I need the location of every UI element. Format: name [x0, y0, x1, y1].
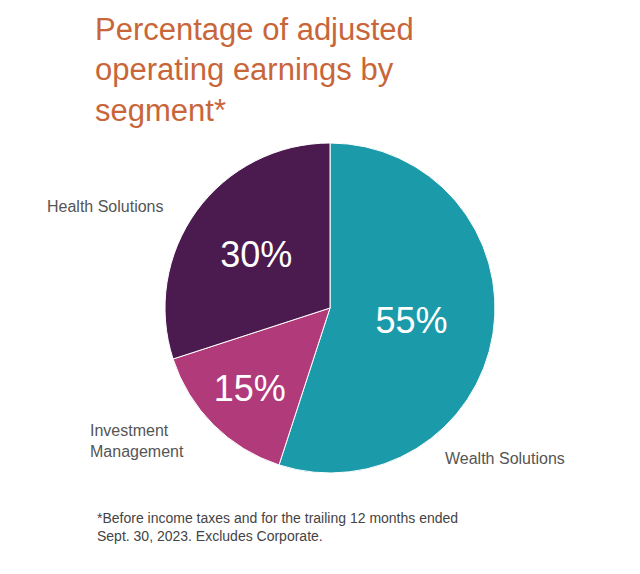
svg-text:55%: 55%: [375, 300, 447, 341]
svg-text:*Before income taxes and for t: *Before income taxes and for the trailin…: [97, 510, 458, 544]
svg-text:15%: 15%: [214, 368, 286, 409]
svg-text:Health Solutions: Health Solutions: [47, 198, 164, 215]
svg-text:30%: 30%: [220, 234, 292, 275]
svg-text:InvestmentManagement: InvestmentManagement: [90, 422, 184, 460]
svg-text:Percentage of adjustedoperatin: Percentage of adjustedoperating earnings…: [95, 12, 414, 128]
svg-text:Wealth Solutions: Wealth Solutions: [445, 450, 565, 467]
